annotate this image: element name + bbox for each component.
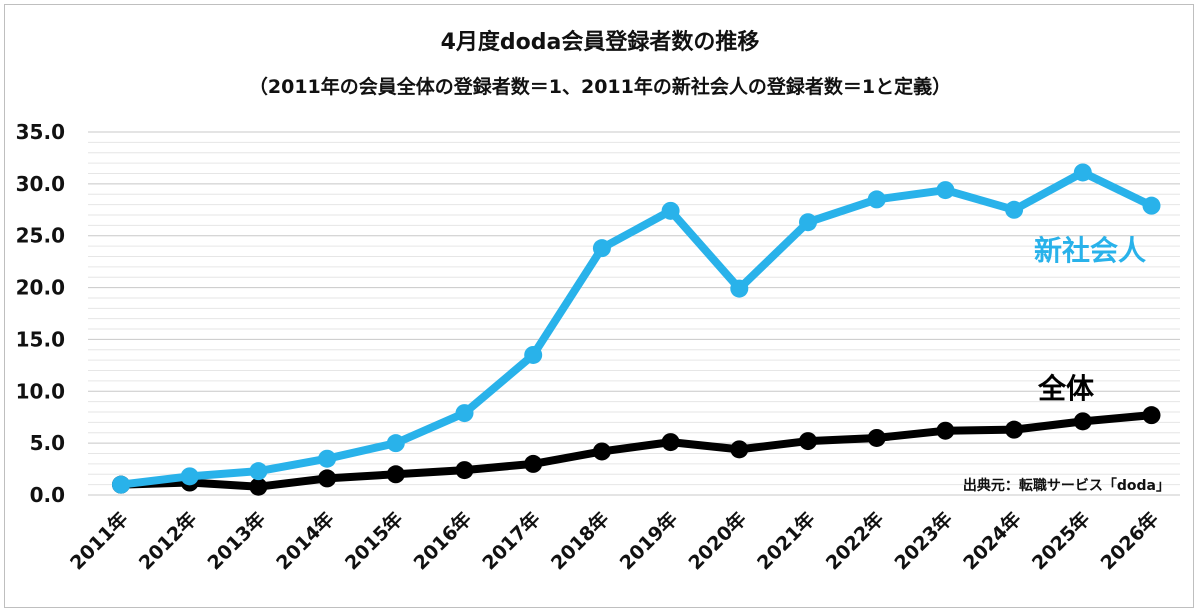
chart-title: 4月度doda会員登録者数の推移 [440, 30, 760, 55]
y-tick-label: 5.0 [30, 431, 65, 455]
y-tick-label: 20.0 [16, 276, 65, 300]
series-lines [112, 163, 1161, 496]
x-tick-label: 2020年 [684, 507, 751, 574]
data-point [661, 433, 680, 452]
data-point [249, 477, 268, 496]
data-point [1005, 200, 1024, 219]
data-point [592, 239, 611, 258]
x-tick-label: 2026年 [1096, 507, 1163, 574]
x-tick-label: 2014年 [272, 507, 339, 574]
chart-subtitle: （2011年の会員全体の登録者数＝1、2011年の新社会人の登録者数＝1と定義） [248, 76, 952, 98]
data-point [936, 421, 955, 440]
chart-frame [4, 4, 1194, 608]
data-point [592, 442, 611, 461]
source-note: 出典元：転職サービス「doda」 [963, 477, 1170, 494]
x-tick-label: 2011年 [65, 507, 132, 574]
data-point [1142, 196, 1161, 215]
data-point [867, 428, 886, 447]
x-tick-label: 2015年 [340, 507, 407, 574]
y-tick-label: 30.0 [16, 172, 65, 196]
x-tick-label: 2012年 [134, 507, 201, 574]
x-tick-label: 2022年 [821, 507, 888, 574]
data-point [524, 345, 543, 364]
y-tick-label: 35.0 [16, 120, 65, 144]
x-tick-label: 2024年 [959, 507, 1026, 574]
x-tick-label: 2018年 [546, 507, 613, 574]
data-point [1005, 420, 1024, 439]
data-point [1073, 163, 1092, 182]
series-line-0 [117, 168, 1156, 489]
data-point [249, 462, 268, 481]
x-tick-label: 2025年 [1027, 507, 1094, 574]
data-point [799, 432, 817, 451]
series-line-1 [117, 411, 1156, 491]
x-tick-label: 2016年 [409, 507, 476, 574]
data-point [386, 465, 405, 484]
x-tick-label: 2019年 [615, 507, 682, 574]
x-axis: 2011年 2012年 2013年 2014年 2015年 2016年 2017年 2018年… [65, 507, 1163, 574]
data-point [386, 434, 405, 453]
data-point [318, 469, 337, 488]
data-point [799, 213, 817, 232]
x-tick-label: 2021年 [752, 507, 819, 574]
data-point [730, 440, 749, 459]
y-tick-label: 0.0 [30, 483, 65, 507]
data-point [524, 454, 543, 473]
x-tick-label: 2017年 [478, 507, 545, 574]
data-point [867, 190, 886, 209]
x-tick-label: 2013年 [203, 507, 270, 574]
data-point [318, 449, 337, 468]
x-tick-label: 2023年 [890, 507, 957, 574]
data-point [661, 201, 680, 220]
data-point [455, 404, 474, 423]
data-point [936, 181, 955, 200]
data-point [180, 467, 199, 486]
data-point [1073, 412, 1092, 431]
series-label-0: 新社会人 [1034, 234, 1146, 267]
y-tick-label: 15.0 [16, 327, 65, 351]
grid-lines [88, 131, 1180, 496]
data-point [455, 461, 474, 480]
data-point [730, 279, 749, 298]
y-tick-label: 10.0 [16, 379, 65, 403]
y-axis: 0.0 5.0 10.0 15.0 20.0 25.0 30.0 35.0 [16, 120, 65, 507]
series-label-1: 全体 [1037, 372, 1095, 405]
y-tick-label: 25.0 [16, 224, 65, 248]
data-point [112, 475, 130, 494]
data-point [1142, 406, 1161, 425]
